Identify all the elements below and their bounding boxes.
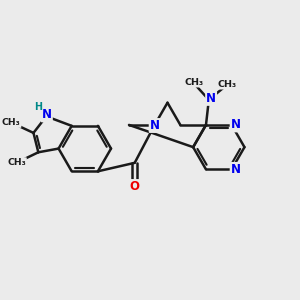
Text: CH₃: CH₃ [218, 80, 237, 89]
Text: N: N [231, 118, 241, 131]
Text: N: N [42, 108, 52, 122]
Text: N: N [150, 119, 160, 132]
Text: CH₃: CH₃ [184, 78, 204, 87]
Text: O: O [130, 180, 140, 193]
Text: N: N [231, 163, 241, 176]
Text: N: N [206, 92, 216, 105]
Text: CH₃: CH₃ [7, 158, 26, 167]
Text: CH₃: CH₃ [2, 118, 21, 127]
Text: H: H [34, 102, 42, 112]
